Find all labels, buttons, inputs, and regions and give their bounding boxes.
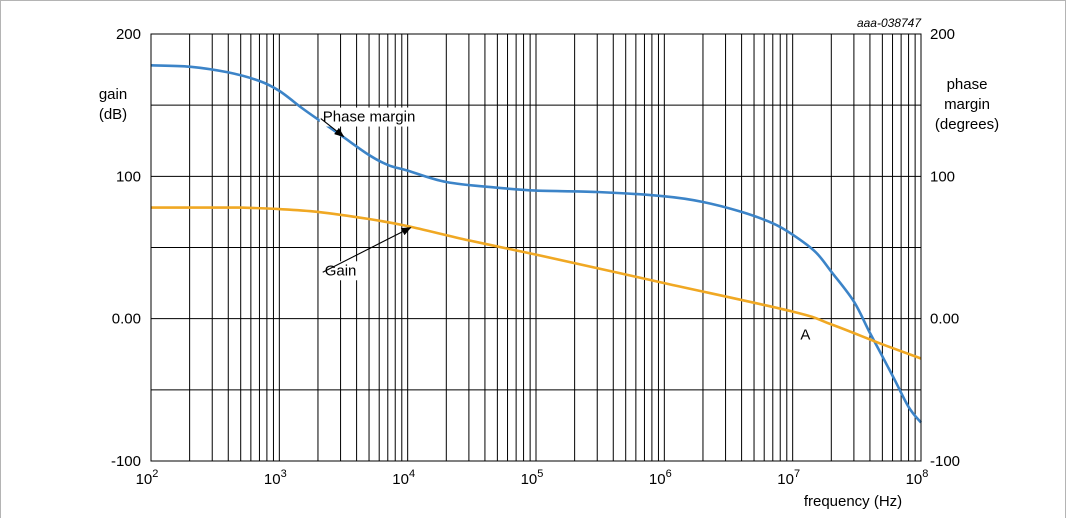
phase-margin-annotation-arrow xyxy=(320,118,345,138)
y-right-axis-label: (degrees) xyxy=(935,116,999,133)
point-a-label: A xyxy=(800,327,810,344)
y-left-axis-label: gain xyxy=(99,86,127,103)
grid xyxy=(151,34,921,461)
x-axis-label: frequency (Hz) xyxy=(804,493,902,510)
x-tick-label: 102 xyxy=(136,468,159,488)
y-right-tick-label: 200 xyxy=(930,26,955,43)
phase-margin-annotation-label: Phase margin xyxy=(323,109,416,126)
y-right-tick-label: 0.00 xyxy=(930,311,959,328)
plot-border xyxy=(150,33,922,462)
y-left-axis-label: (dB) xyxy=(99,106,127,123)
x-tick-label: 103 xyxy=(264,468,287,488)
y-right-tick-label: 100 xyxy=(930,168,955,185)
annotations: Phase margin Gain A xyxy=(319,107,810,344)
tick-labels: 102 103 104 105 106 107 108 200 100 0.00 -100 200 10… xyxy=(111,26,960,488)
figure-id-label: aaa-038747 xyxy=(857,16,922,30)
y-right-tick-label: -100 xyxy=(930,453,960,470)
phase-margin-annotation: Phase margin xyxy=(319,107,419,138)
x-tick-label: 104 xyxy=(392,468,415,488)
gain-annotation-background xyxy=(321,261,360,281)
axis-labels: gain (dB) phase margin (degrees) frequency (H… xyxy=(99,16,999,510)
gain-annotation-label: Gain xyxy=(325,262,357,279)
x-tick-label: 108 xyxy=(906,468,929,488)
y-right-axis-label: margin xyxy=(944,96,990,113)
phase-margin-annotation-background xyxy=(319,107,419,127)
x-tick-label: 105 xyxy=(521,468,544,488)
y-left-tick-label: 200 xyxy=(116,26,141,43)
y-left-tick-label: 100 xyxy=(116,168,141,185)
y-right-axis-label: phase xyxy=(947,76,988,93)
x-tick-label: 107 xyxy=(777,468,800,488)
y-left-tick-label: -100 xyxy=(111,453,141,470)
gain-series-line xyxy=(151,206,922,360)
y-left-tick-label: 0.00 xyxy=(112,311,141,328)
series-layer xyxy=(150,64,923,424)
x-tick-label: 106 xyxy=(649,468,672,488)
phase-margin-series-line xyxy=(150,64,923,424)
gain-annotation: Gain xyxy=(321,227,412,281)
gain-annotation-arrow xyxy=(322,227,412,273)
